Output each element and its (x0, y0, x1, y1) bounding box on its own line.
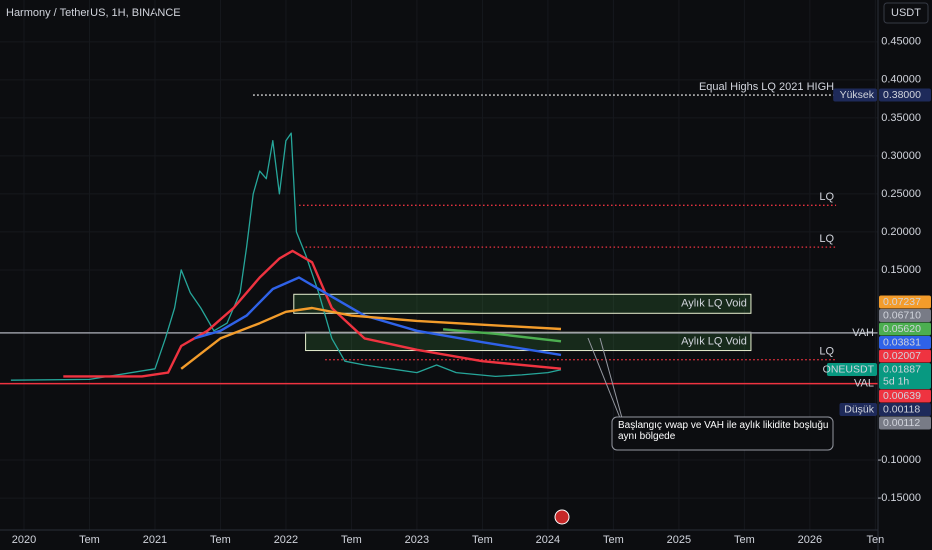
y-tick-label: 0.45000 (881, 36, 921, 48)
level-label: LQ (819, 233, 834, 245)
flag-icon[interactable] (554, 509, 570, 525)
price-tag (879, 363, 931, 389)
x-tick-label: 2022 (274, 534, 298, 546)
price-tag-label: 0.01887 (883, 363, 921, 375)
y-tick-label: 0.35000 (881, 112, 921, 124)
price-tag-name-box (833, 88, 877, 102)
price-tag-label: 0.00118 (883, 403, 920, 415)
series-line (193, 276, 562, 357)
chart-title: Harmony / TetherUS, 1H, BINANCE (6, 7, 181, 19)
price-tag-label: 0.06710 (883, 309, 921, 321)
price-tag (879, 322, 931, 336)
price-tag-name-box (826, 363, 877, 376)
callout-line (599, 337, 623, 419)
x-tick-label: Tem (603, 534, 624, 546)
level-label: LQ (819, 191, 834, 203)
x-tick-label: Tem (210, 534, 231, 546)
y-tick-label: 0.20000 (881, 226, 921, 238)
x-tick-label: 2020 (12, 534, 36, 546)
x-tick-label: Ten (867, 534, 885, 546)
currency-button[interactable] (883, 2, 929, 24)
x-tick-label: 2021 (143, 534, 167, 546)
x-tick-label: 2023 (405, 534, 429, 546)
y-tick-label: 0.30000 (881, 150, 921, 162)
series-line (180, 306, 562, 370)
series-line (63, 249, 562, 378)
price-tag (879, 389, 931, 403)
callout-line (587, 337, 621, 419)
price-tag-name: ONEUSDT (823, 363, 875, 375)
x-tick-label: Tem (79, 534, 100, 546)
x-tick-label: Tem (734, 534, 755, 546)
price-tag (879, 416, 931, 430)
price-tag-label: 0.02007 (883, 350, 921, 362)
price-tag (879, 349, 931, 363)
price-tag-label: 0.00639 (883, 390, 921, 402)
zone-label: Aylık LQ Void (681, 298, 747, 310)
price-tag (879, 336, 931, 349)
profile-label: VAH (852, 327, 874, 339)
profile-label: VAL (854, 378, 874, 390)
price-tag-name-box (839, 403, 877, 416)
price-tag-label: 0.05620 (883, 323, 921, 335)
zone-label: Aylık LQ Void (681, 335, 747, 347)
level-label: Equal Highs LQ 2021 HIGH (699, 81, 834, 93)
callout-text: Başlangıç vwap ve VAH ile aylık likidite… (618, 420, 829, 442)
y-tick-label: -0.10000 (878, 454, 921, 466)
series-line (442, 328, 562, 343)
price-tag-label: 0.00112 (883, 417, 920, 429)
y-tick-label: 0.15000 (881, 264, 921, 276)
series-line (10, 132, 562, 381)
currency[interactable]: USDT (891, 7, 921, 19)
price-tag-name: Düşük (844, 403, 875, 415)
x-tick-label: 2024 (536, 534, 560, 546)
price-tag (879, 403, 931, 416)
price-tag (879, 309, 931, 322)
y-tick-label: 0.40000 (881, 74, 921, 86)
price-tag-name: Yüksek (840, 89, 875, 101)
price-tag (879, 88, 931, 102)
liquidity-zone (293, 293, 752, 314)
price-tag-label: 0.38000 (883, 89, 921, 101)
x-tick-label: 2025 (667, 534, 691, 546)
callout-box (611, 416, 834, 451)
y-tick-label: -0.15000 (878, 492, 921, 504)
y-tick-label: 0.25000 (881, 188, 921, 200)
level-label: LQ (819, 346, 834, 358)
x-tick-label: Tem (472, 534, 493, 546)
x-tick-label: Tem (341, 534, 362, 546)
price-tag-label: 0.07237 (883, 296, 921, 308)
x-tick-label: 2026 (798, 534, 822, 546)
price-tag-sub: 5d 1h (883, 375, 909, 387)
callout: Başlangıç vwap ve VAH ile aylık likidite… (618, 420, 829, 442)
price-tag (879, 295, 931, 309)
price-tag-label: 0.03831 (883, 336, 921, 348)
